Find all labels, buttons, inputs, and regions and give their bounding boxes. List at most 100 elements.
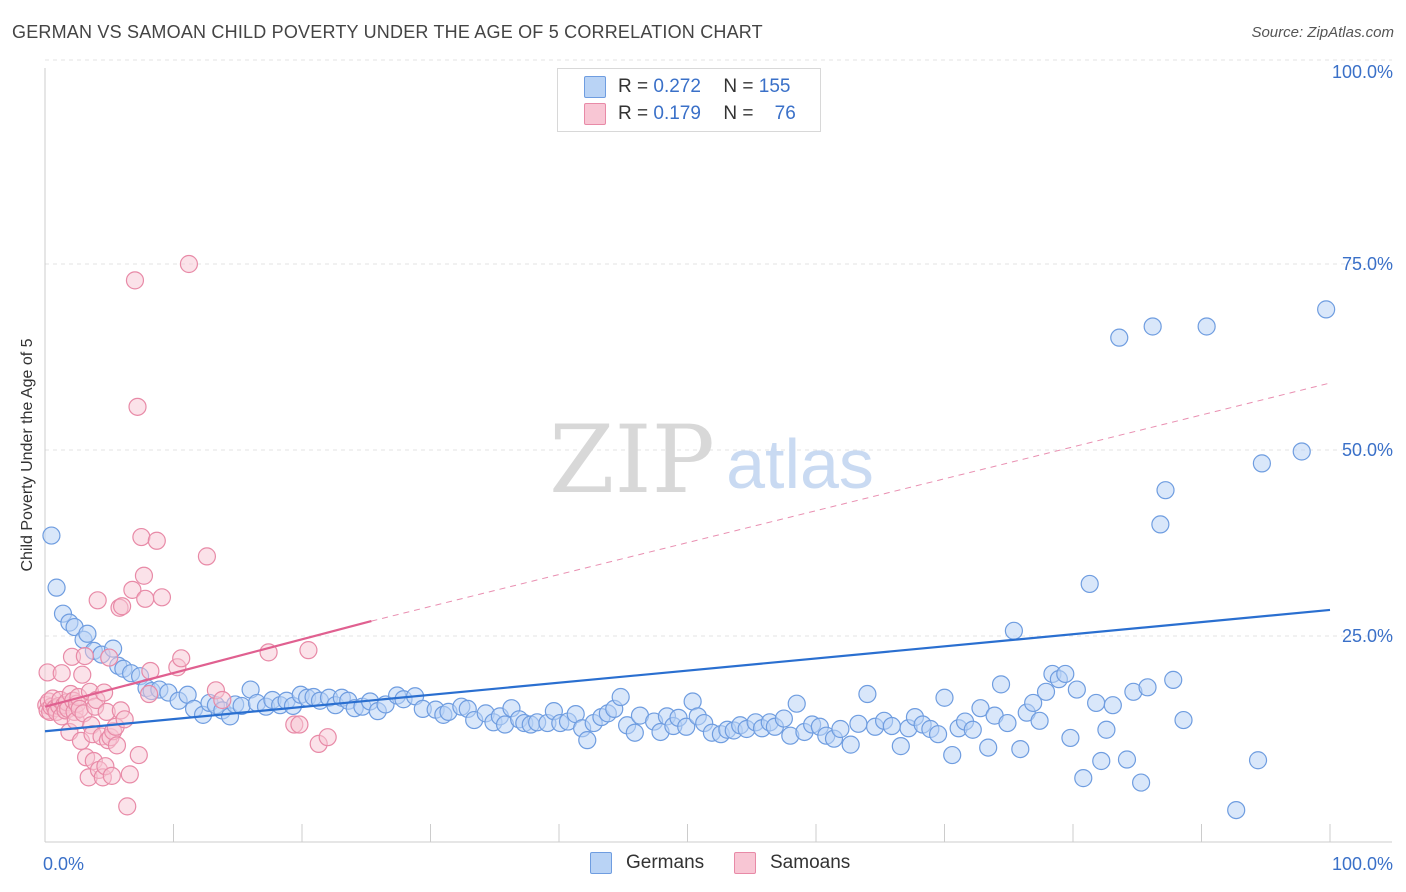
german-point: [1004, 621, 1023, 640]
german-point: [979, 738, 998, 757]
watermark-atlas: atlas: [726, 425, 874, 503]
legend-item-germans[interactable]: Germans: [590, 852, 704, 874]
german-point: [1151, 515, 1170, 534]
samoan-point: [299, 641, 318, 660]
german-point: [1174, 710, 1193, 730]
german-point: [928, 725, 948, 744]
y-tick-label: 75.0%: [1342, 254, 1393, 274]
samoans-legend-label: Samoans: [770, 852, 851, 873]
samoan-point: [136, 589, 155, 608]
german-point: [1110, 328, 1129, 347]
y-tick-label: 50.0%: [1342, 440, 1393, 460]
german-point: [1164, 670, 1183, 689]
n-label: N =: [723, 76, 754, 97]
germans-legend-label: Germans: [626, 852, 705, 873]
samoan-point: [73, 665, 92, 684]
german-point: [1097, 720, 1116, 739]
y-tick-label: 100.0%: [1332, 62, 1393, 82]
german-point: [1056, 664, 1075, 684]
german-point: [47, 578, 66, 597]
samoans-n-value: 76: [774, 103, 796, 124]
samoans-swatch: [584, 103, 606, 125]
samoan-point: [172, 649, 191, 668]
r-label: R =: [618, 103, 649, 124]
german-point: [625, 723, 644, 742]
samoan-point: [125, 271, 145, 290]
german-point: [882, 716, 901, 736]
samoan-point: [102, 766, 121, 785]
germans-trend-line: [44, 608, 1331, 733]
samoan-point: [197, 547, 217, 566]
y-tick-label: 25.0%: [1342, 626, 1393, 646]
german-point: [971, 699, 990, 718]
german-point: [1248, 751, 1268, 770]
samoan-point: [129, 745, 148, 765]
samoan-point: [88, 591, 107, 610]
german-point: [1061, 728, 1080, 748]
x-tick-label: 100.0%: [1332, 854, 1393, 874]
german-point: [841, 735, 860, 754]
correlation-legend: R = 0.272 N = 155 R = 0.179 N = 76: [557, 68, 821, 132]
german-point: [935, 688, 954, 707]
german-point: [1103, 696, 1122, 715]
legend-row-samoans: R = 0.179 N = 76: [584, 102, 796, 126]
german-point: [858, 684, 877, 704]
germans-points: [42, 300, 1336, 820]
germans-legend-swatch: [590, 852, 612, 874]
german-point: [1138, 678, 1157, 697]
watermark: ZIP atlas: [549, 406, 874, 515]
german-point: [42, 526, 61, 545]
german-point: [1067, 680, 1086, 699]
samoans-legend-swatch: [734, 852, 756, 874]
samoan-point: [100, 648, 119, 667]
german-point: [1132, 773, 1151, 792]
german-point: [578, 731, 597, 750]
samoan-point: [290, 715, 309, 734]
german-point: [1292, 442, 1311, 461]
samoan-point: [152, 588, 172, 607]
german-point: [1074, 769, 1093, 788]
german-point: [1143, 317, 1162, 336]
samoan-point: [112, 597, 132, 616]
german-point: [1156, 481, 1175, 500]
german-point: [849, 714, 868, 733]
samoan-point: [318, 728, 337, 747]
gridlines: [45, 59, 1392, 637]
watermark-zip: ZIP: [549, 406, 715, 515]
german-point: [1317, 300, 1336, 319]
german-point: [1036, 682, 1056, 701]
r-label: R =: [618, 76, 649, 97]
german-point: [677, 717, 696, 736]
german-point: [943, 745, 962, 765]
german-point: [1117, 750, 1137, 769]
samoans-r-value: 0.179: [653, 103, 701, 124]
legend-item-samoans[interactable]: Samoans: [734, 852, 850, 874]
germans-r-value: 0.272: [653, 76, 701, 97]
german-point: [1227, 800, 1246, 820]
n-label: N =: [723, 103, 754, 124]
samoan-point: [213, 690, 232, 710]
tick-labels: 25.0% 50.0% 75.0% 100.0% 0.0% 100.0%: [43, 62, 1393, 874]
samoan-point: [120, 765, 139, 784]
chart-title: GERMAN VS SAMOAN CHILD POVERTY UNDER THE…: [12, 22, 763, 42]
samoan-point: [52, 664, 71, 683]
samoan-point: [75, 646, 94, 666]
samoan-point: [128, 397, 147, 416]
german-point: [831, 719, 850, 739]
german-point: [787, 694, 806, 713]
german-point: [611, 687, 630, 707]
samoan-point: [147, 531, 166, 550]
samoan-point: [123, 580, 142, 599]
german-point: [1080, 574, 1099, 594]
samoans-points: [37, 254, 337, 816]
source-label: Source: ZipAtlas.com: [1251, 24, 1394, 41]
german-point: [1030, 711, 1049, 730]
german-point: [1092, 751, 1111, 771]
german-point: [78, 624, 97, 643]
samoan-point: [118, 797, 137, 816]
german-point: [991, 675, 1011, 694]
german-point: [1087, 693, 1106, 713]
german-point: [1024, 693, 1043, 713]
x-tick-label: 0.0%: [43, 854, 84, 874]
